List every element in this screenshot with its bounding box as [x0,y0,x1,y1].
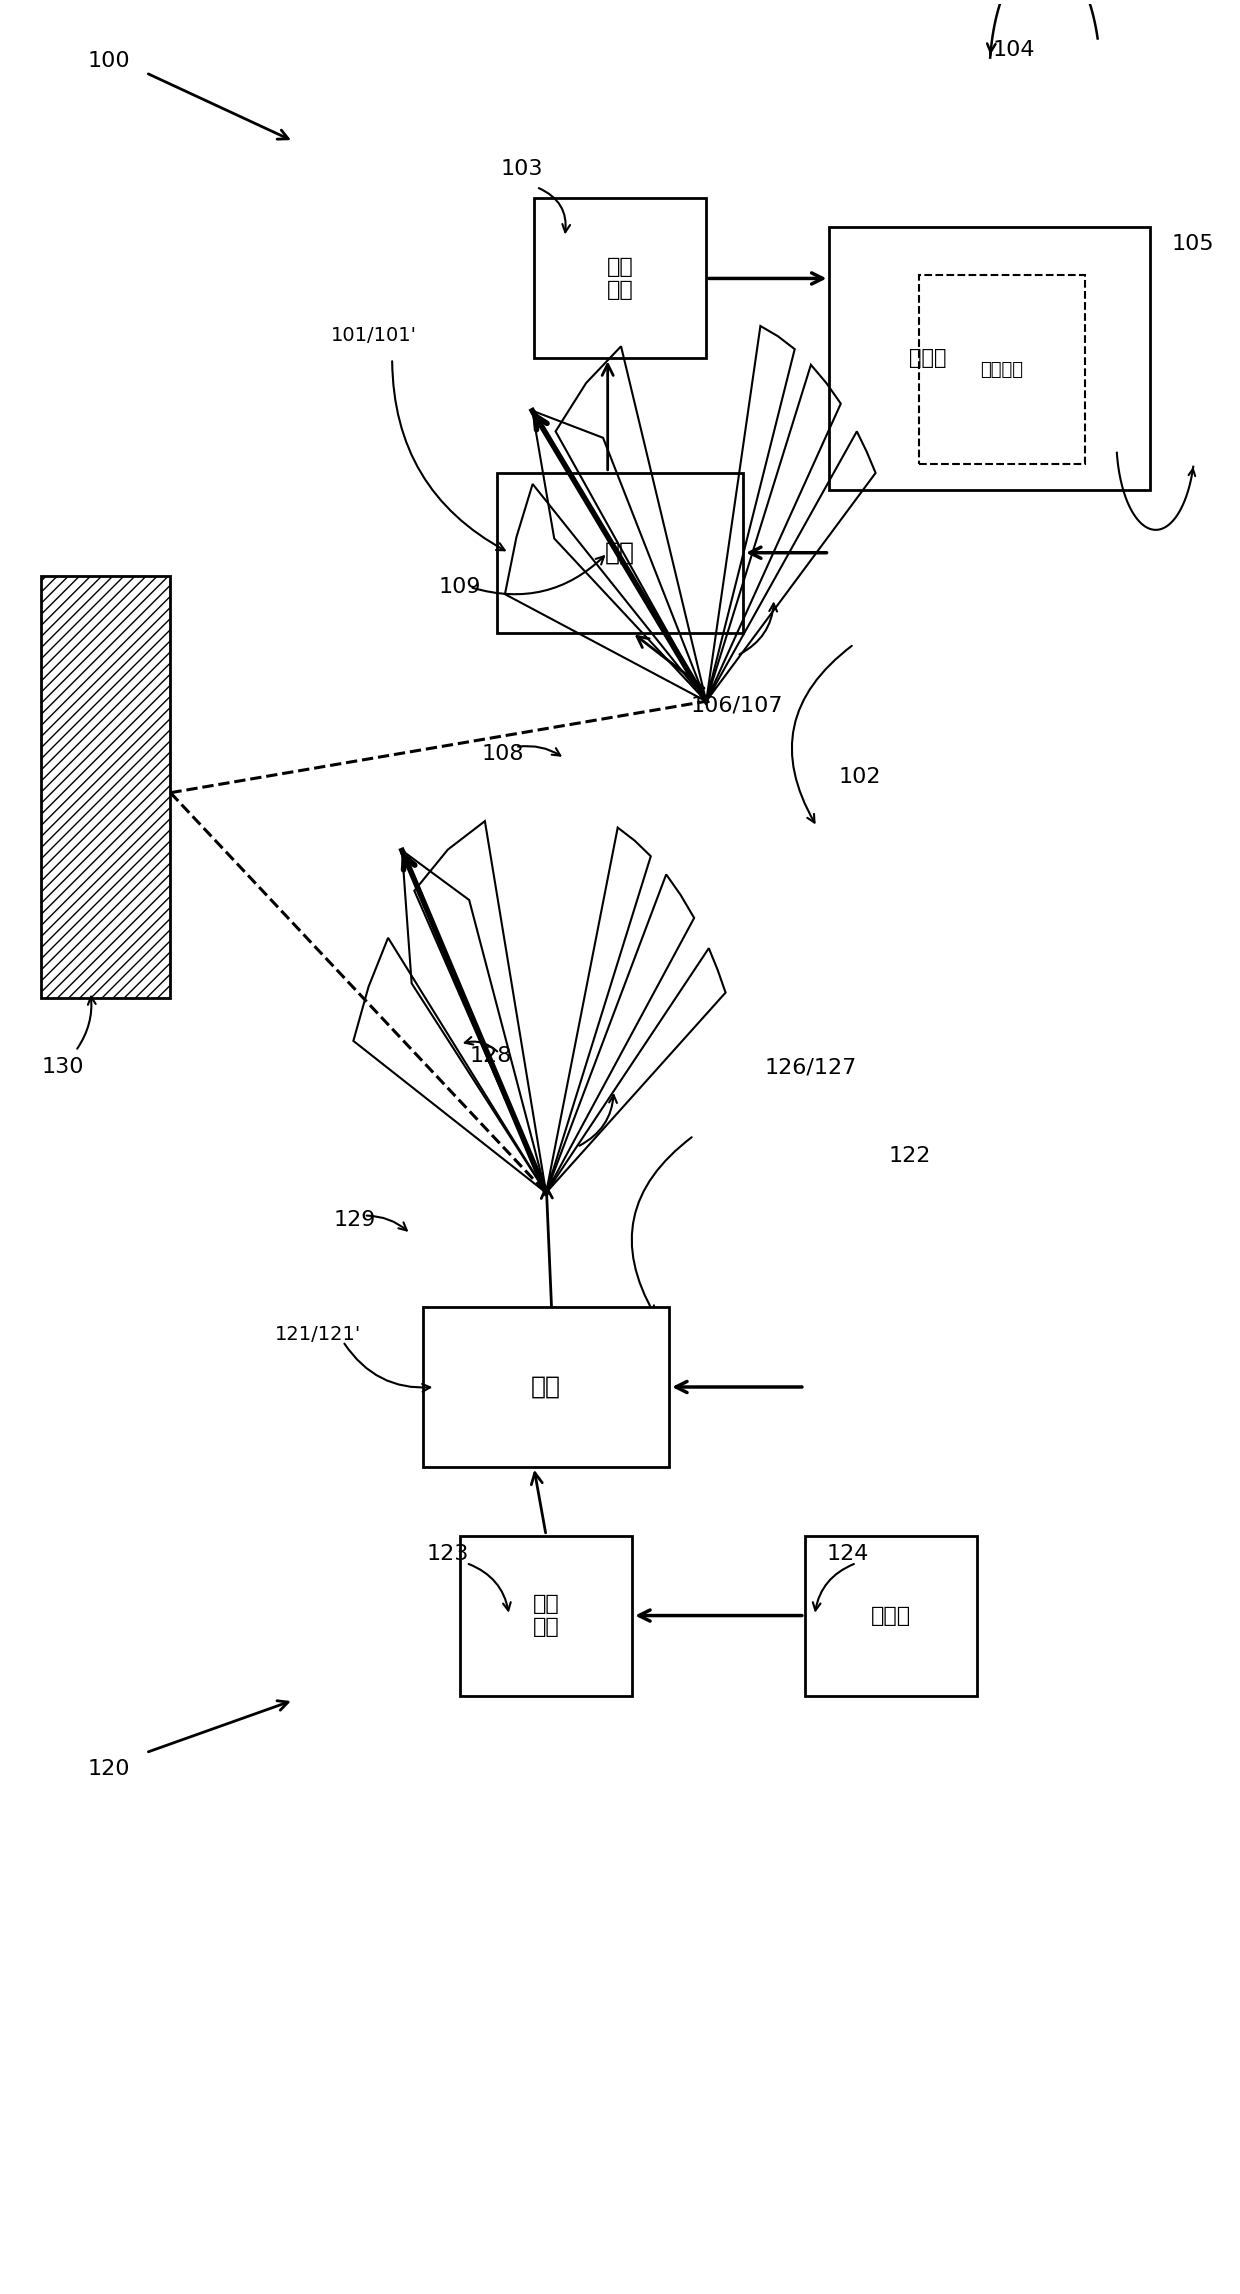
Text: 105: 105 [1172,234,1214,255]
Text: 123: 123 [427,1544,469,1565]
Text: 121/121': 121/121' [275,1326,361,1344]
Bar [41,576,170,998]
Text: 109: 109 [439,578,481,596]
Bar [830,227,1149,491]
Text: 120: 120 [88,1759,130,1778]
Text: 100: 100 [88,50,130,71]
Text: 天线: 天线 [531,1374,560,1399]
Text: 126/127: 126/127 [765,1058,857,1076]
Text: 106/107: 106/107 [691,695,784,716]
Text: 处理器: 处理器 [909,349,946,369]
Text: 128: 128 [470,1046,512,1067]
Bar [805,1535,977,1695]
Text: 124: 124 [827,1544,869,1565]
Text: 发送
单元: 发送 单元 [533,1594,559,1638]
Bar [533,200,707,358]
Text: 122: 122 [888,1147,931,1165]
Text: 101/101': 101/101' [331,326,417,344]
Text: 103: 103 [500,158,543,179]
Text: 130: 130 [42,1058,84,1076]
Text: 108: 108 [482,743,525,764]
Bar [919,275,1085,463]
Text: 处理器: 处理器 [870,1606,911,1626]
Text: 129: 129 [334,1211,377,1230]
Text: 同步模块: 同步模块 [981,360,1023,379]
Text: 104: 104 [993,39,1035,60]
Text: 天线: 天线 [605,541,635,564]
Bar [460,1535,632,1695]
Text: 接收
单元: 接收 单元 [606,257,634,301]
Text: 102: 102 [839,766,882,787]
Bar [423,1308,670,1466]
Bar [497,473,743,633]
